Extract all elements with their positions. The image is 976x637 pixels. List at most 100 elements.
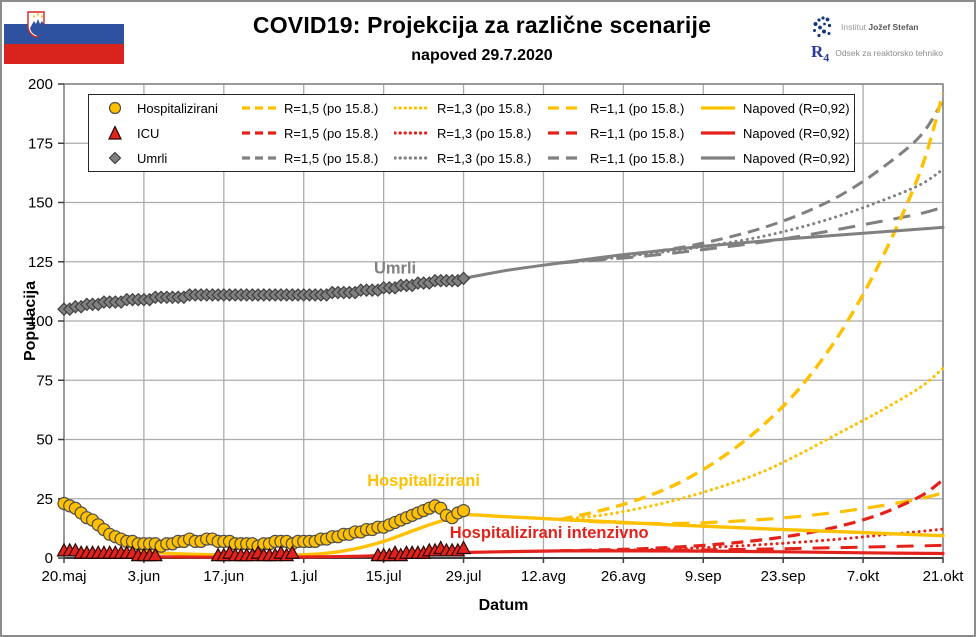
series-umrli bbox=[57, 271, 471, 316]
legend-series-label: Hospitalizirani bbox=[137, 100, 218, 116]
r4-logo: R4 bbox=[811, 41, 830, 65]
legend-entry-label: R=1,3 (po 15.8.) bbox=[437, 150, 532, 166]
y-tick-label: 50 bbox=[36, 432, 53, 449]
legend-line-dashed-icon bbox=[242, 106, 276, 110]
napoved-lines bbox=[62, 225, 945, 559]
legend-line-solid-icon bbox=[701, 156, 735, 160]
y-tick-label: 200 bbox=[28, 76, 53, 93]
legend-entry-label: Napoved (R=0,92) bbox=[743, 125, 850, 141]
title-block: COVID19: Projekcija za različne scenarij… bbox=[152, 12, 812, 65]
projection-umrli-dotted bbox=[559, 167, 945, 265]
legend-line-solid-icon bbox=[701, 131, 735, 135]
r4-label: Odsek za reaktorsko tehniko bbox=[835, 48, 944, 58]
legend-line-longdash-icon bbox=[548, 156, 582, 160]
y-tick-label: 175 bbox=[28, 135, 53, 152]
annotation-label: Hospitalizirani bbox=[367, 472, 480, 490]
ijs-logo-row: Institut Jožef Stefan bbox=[811, 14, 966, 40]
annotation-label: Umrli bbox=[374, 260, 416, 278]
x-tick-label: 12.avg bbox=[521, 568, 566, 585]
legend-line-dotted-icon bbox=[394, 131, 430, 135]
x-tick-label: 17.jun bbox=[203, 568, 244, 585]
legend-entry-umrli-dotted: R=1,3 (po 15.8.) bbox=[394, 151, 547, 166]
legend-entry-hospitalizirani-dashed: R=1,5 (po 15.8.) bbox=[241, 101, 394, 116]
y-tick-label: 0 bbox=[45, 550, 53, 567]
x-tick-label: 15.jul bbox=[366, 568, 402, 585]
ijs-label: Institut Jožef Stefan bbox=[841, 22, 919, 32]
legend-row-icu: ICU R=1,5 (po 15.8.) R=1,3 (po 15.8.) R=1,1… bbox=[89, 121, 854, 146]
legend-entry-umrli-dashed: R=1,5 (po 15.8.) bbox=[241, 151, 394, 166]
projection-hospitalizirani-longdash bbox=[560, 491, 944, 526]
legend-entry-label: R=1,3 (po 15.8.) bbox=[437, 100, 532, 116]
triangle-marker-icon bbox=[108, 125, 122, 140]
legend-entry-icu-solid: Napoved (R=0,92) bbox=[700, 126, 853, 141]
y-tick-label: 25 bbox=[36, 491, 53, 508]
x-tick-label: 21.okt bbox=[923, 568, 965, 585]
legend-line-dotted-icon bbox=[394, 106, 430, 110]
legend-line-dashed-icon bbox=[242, 131, 276, 135]
legend-line-dashed-icon bbox=[242, 156, 276, 160]
x-tick-label: 29.jul bbox=[446, 568, 482, 585]
legend-entry-icu-dashed: R=1,5 (po 15.8.) bbox=[241, 126, 394, 141]
legend-entry-hospitalizirani-solid: Napoved (R=0,92) bbox=[700, 101, 853, 116]
legend-series-label: ICU bbox=[137, 125, 160, 141]
legend-entry-umrli-solid: Napoved (R=0,92) bbox=[700, 151, 853, 166]
x-tick-label: 26.avg bbox=[601, 568, 646, 585]
legend-entry-hospitalizirani-longdash: R=1,1 (po 15.8.) bbox=[547, 101, 700, 116]
tick-labels: 20.maj 3.jun 17.jun 1.jul 15.jul 29.jul 12.avg… bbox=[28, 76, 964, 585]
x-tick-label: 20.maj bbox=[41, 568, 86, 585]
y-tick-label: 100 bbox=[28, 313, 53, 330]
x-tick-label: 9.sep bbox=[685, 568, 722, 585]
r4-logo-row: R4 Odsek za reaktorsko tehniko bbox=[811, 40, 966, 66]
legend-entry-label: R=1,5 (po 15.8.) bbox=[284, 150, 379, 166]
page-subtitle: napoved 29.7.2020 bbox=[411, 47, 553, 64]
annotations: Umrli Hospitalizirani Hospitalizirani inte… bbox=[367, 260, 648, 542]
legend-entry-label: R=1,3 (po 15.8.) bbox=[437, 125, 532, 141]
legend-line-dotted-icon bbox=[394, 156, 430, 160]
napoved-line-umrli bbox=[450, 225, 945, 281]
y-tick-label: 75 bbox=[36, 372, 53, 389]
series-hospitalizirani bbox=[57, 496, 471, 553]
legend-marker-cell: ICU bbox=[89, 125, 241, 141]
coat-of-arms bbox=[27, 11, 46, 38]
legend: Hospitalizirani R=1,5 (po 15.8.) R=1,3 (po… bbox=[88, 94, 855, 172]
legend-row-umrli: Umrli R=1,5 (po 15.8.) R=1,3 (po 15.8.) R=1… bbox=[89, 146, 854, 171]
legend-entry-label: R=1,5 (po 15.8.) bbox=[284, 125, 379, 141]
legend-marker-cell: Hospitalizirani bbox=[89, 100, 241, 116]
legend-entry-icu-longdash: R=1,1 (po 15.8.) bbox=[547, 126, 700, 141]
y-axis-title: Populacija bbox=[22, 280, 39, 362]
legend-entry-label: R=1,1 (po 15.8.) bbox=[590, 125, 685, 141]
x-tick-label: 23.sep bbox=[761, 568, 806, 585]
page-title: COVID19: Projekcija za različne scenarij… bbox=[252, 12, 712, 38]
projection-hospitalizirani-dotted bbox=[559, 366, 945, 521]
legend-entry-label: R=1,1 (po 15.8.) bbox=[590, 100, 685, 116]
x-tick-label: 1.jul bbox=[290, 568, 318, 585]
legend-line-longdash-icon bbox=[548, 106, 582, 110]
org-block: Institut Jožef Stefan R4 Odsek za reakto… bbox=[811, 14, 966, 66]
y-tick-label: 125 bbox=[28, 254, 53, 271]
legend-series-label: Umrli bbox=[137, 150, 168, 166]
annotation-label: Hospitalizirani intenzivno bbox=[450, 524, 649, 542]
circle-marker-icon bbox=[108, 101, 122, 115]
legend-line-solid-icon bbox=[701, 106, 735, 110]
legend-entry-label: Napoved (R=0,92) bbox=[743, 150, 850, 166]
legend-row-hospitalizirani: Hospitalizirani R=1,5 (po 15.8.) R=1,3 (po… bbox=[89, 96, 854, 121]
legend-entry-label: Napoved (R=0,92) bbox=[743, 100, 850, 116]
x-tick-label: 3.jun bbox=[128, 568, 161, 585]
diamond-marker-icon bbox=[108, 151, 122, 165]
legend-entry-umrli-longdash: R=1,1 (po 15.8.) bbox=[547, 151, 700, 166]
series-icu bbox=[56, 540, 472, 562]
legend-entry-hospitalizirani-dotted: R=1,3 (po 15.8.) bbox=[394, 101, 547, 116]
slovenia-flag-icon bbox=[4, 4, 124, 64]
legend-marker-cell: Umrli bbox=[89, 150, 241, 166]
ijs-dots-logo-icon bbox=[813, 16, 832, 38]
projection-hospitalizirani-dashed bbox=[560, 93, 945, 522]
legend-line-longdash-icon bbox=[548, 131, 582, 135]
legend-entry-label: R=1,5 (po 15.8.) bbox=[284, 100, 379, 116]
x-tick-label: 7.okt bbox=[847, 568, 880, 585]
legend-entry-icu-dotted: R=1,3 (po 15.8.) bbox=[394, 126, 547, 141]
legend-entry-label: R=1,1 (po 15.8.) bbox=[590, 150, 685, 166]
y-tick-label: 150 bbox=[28, 195, 53, 212]
x-axis-title: Datum bbox=[478, 597, 529, 614]
